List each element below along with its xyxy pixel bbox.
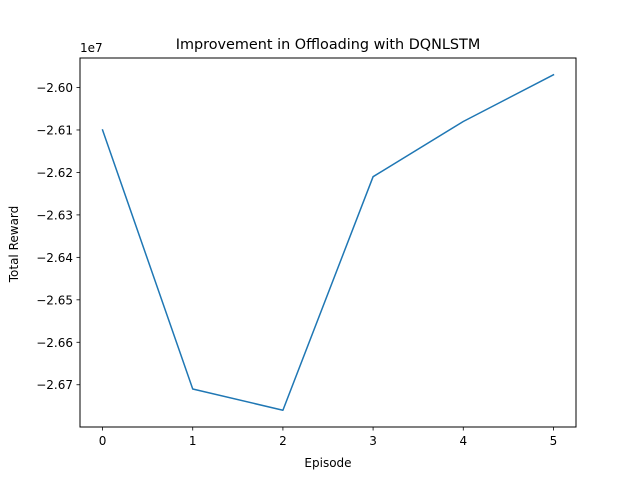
- series-line: [101, 73, 555, 411]
- x-axis-label: Episode: [304, 456, 351, 470]
- x-tick-label: 1: [189, 434, 197, 448]
- y-tick-label: −2.65: [36, 293, 73, 307]
- y-axis-offset-label: 1e7: [80, 41, 103, 55]
- series-layer: [101, 73, 555, 411]
- x-tick-label: 5: [550, 434, 558, 448]
- chart-title: Improvement in Offloading with DQNLSTM: [176, 37, 481, 53]
- y-tick-label: −2.60: [36, 81, 73, 95]
- y-tick-label: −2.61: [36, 123, 73, 137]
- x-tick-label: 4: [459, 434, 467, 448]
- y-tick-label: −2.63: [36, 208, 73, 222]
- ticks-layer: 0 1 2 3 4 5 −2.60 −2.61 −2.62 −2.63 −2.64 −2.65 −2.6…: [36, 81, 557, 448]
- x-tick-label: 2: [279, 434, 287, 448]
- x-tick-label: 3: [369, 434, 377, 448]
- y-tick-label: −2.64: [36, 251, 73, 265]
- y-tick-label: −2.62: [36, 166, 73, 180]
- plot-area-frame: [79, 57, 577, 428]
- y-tick-label: −2.67: [36, 378, 73, 392]
- y-tick-label: −2.66: [36, 336, 73, 350]
- x-tick-label: 0: [99, 434, 107, 448]
- y-axis-label: Total Reward: [7, 206, 21, 284]
